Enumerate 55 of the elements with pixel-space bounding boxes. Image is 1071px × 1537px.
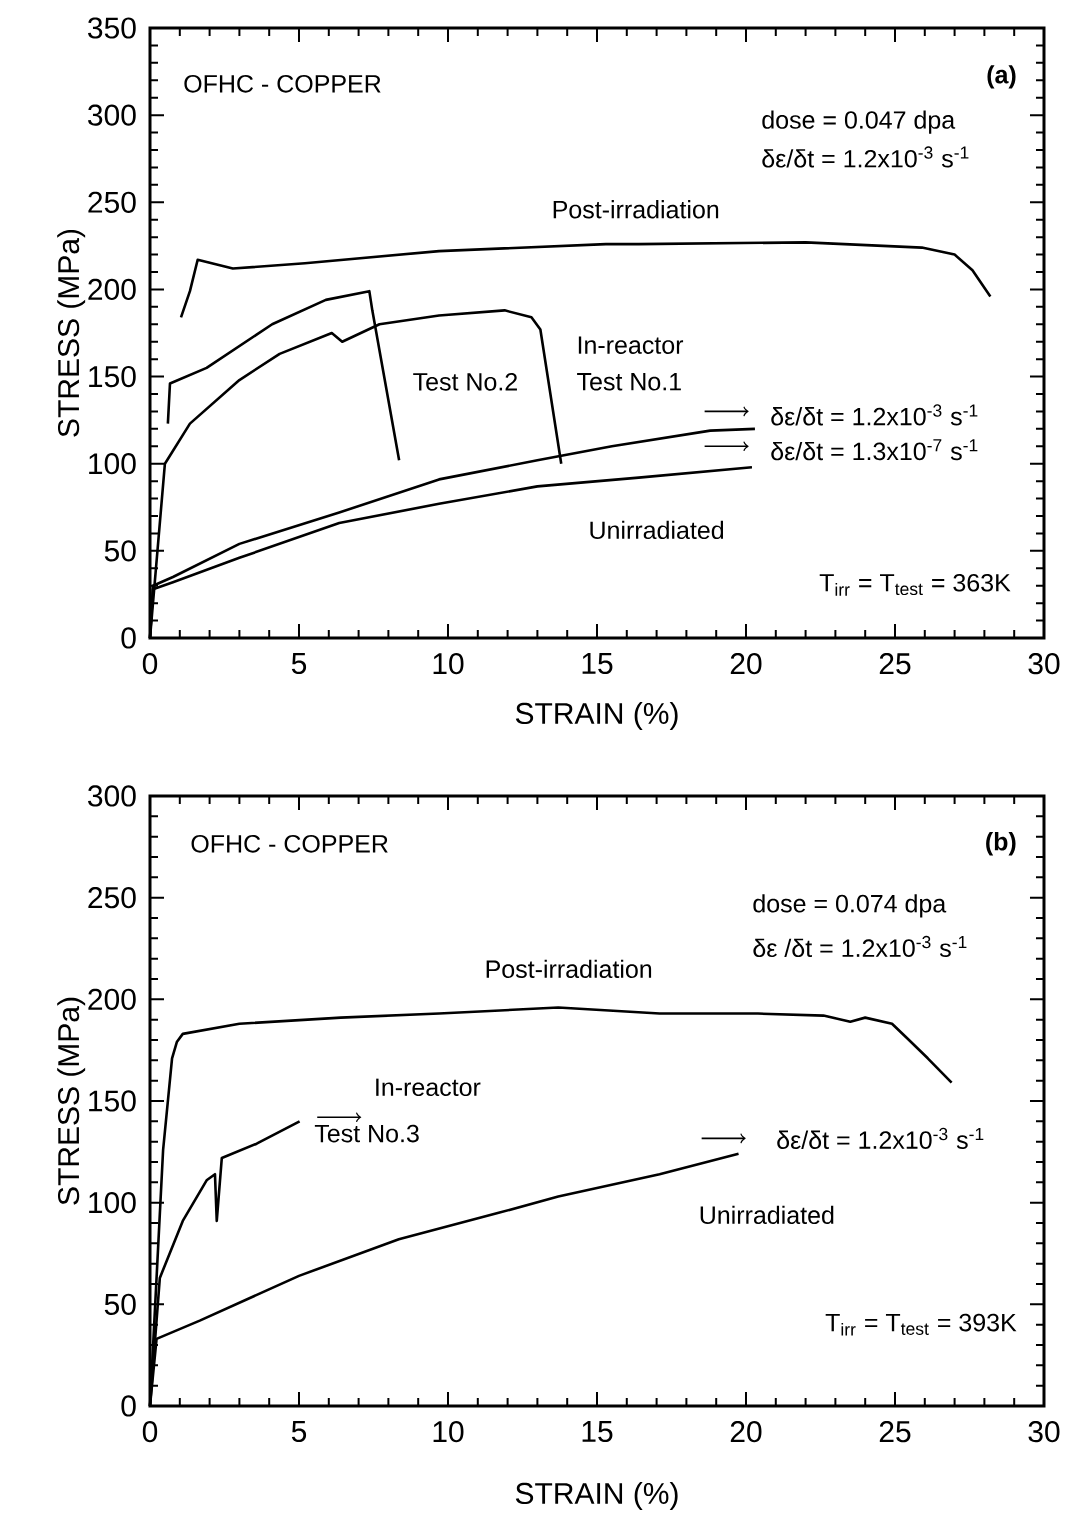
y-tick-label: 200 <box>88 988 136 1010</box>
y-tick-label: 50 <box>104 1293 136 1315</box>
annotation: Test No.1 <box>577 373 681 391</box>
x-tick-label: 25 <box>879 1421 911 1443</box>
x-tick-label: 0 <box>142 653 158 675</box>
x-tick-label: 15 <box>582 1421 613 1442</box>
annotation: Test No.3 <box>314 1124 419 1143</box>
annotation: Post-irradiation <box>553 200 719 219</box>
annotation: In-reactor <box>376 1078 481 1097</box>
y-tick-label: 150 <box>89 1090 136 1112</box>
y-tick-label: 100 <box>89 1192 136 1214</box>
x-axis-title: STRAIN (%) <box>515 702 678 730</box>
y-tick-label: 0 <box>121 627 136 649</box>
x-tick-label: 30 <box>1028 653 1060 675</box>
annotation: δε/δt = 1.2x10$^{-3}$ s$^{-1}$ <box>762 146 969 168</box>
annotation: δε/δt = 1.2x10$^{-3}$ s$^{-1}$ <box>771 404 978 426</box>
x-tick-label: 20 <box>730 1421 762 1443</box>
annotation: OFHC - COPPER <box>191 834 388 853</box>
annotation: δε/δt = 1.3x10$^{-7}$ s$^{-1}$ <box>771 439 978 461</box>
annotation: δε/δt = 1.2x10$^{-3}$ s$^{-1}$ <box>777 1127 984 1149</box>
y-tick-label: 300 <box>88 785 136 807</box>
y-tick-label: 250 <box>88 887 136 909</box>
y-tick-label: 150 <box>89 365 136 388</box>
annotation: In-reactor <box>578 336 684 354</box>
annotation: T$_{irr}$ = T$_{test}$ = 393K <box>825 1313 1017 1336</box>
x-tick-label: 10 <box>433 1421 464 1443</box>
x-tick-label: 5 <box>291 653 307 674</box>
annotation: dose = 0.074 dpa <box>753 894 947 918</box>
x-tick-label: 10 <box>433 653 464 675</box>
x-tick-label: 30 <box>1028 1421 1060 1443</box>
y-tick-label: 50 <box>104 540 136 562</box>
y-axis-title: STRESS (MPa) <box>57 997 86 1205</box>
x-tick-label: 15 <box>582 653 613 674</box>
y-axis-title: STRESS (MPa) <box>57 229 86 437</box>
annotation: (b) <box>986 832 1016 856</box>
x-tick-label: 25 <box>879 653 911 675</box>
x-tick-label: 20 <box>730 653 762 675</box>
y-tick-label: 300 <box>88 104 136 126</box>
y-tick-label: 100 <box>89 453 136 475</box>
annotation: (a) <box>987 65 1016 89</box>
annotation: OFHC - COPPER <box>184 74 381 93</box>
x-tick-label: 0 <box>142 1421 158 1443</box>
annotation: Unirradiated <box>590 520 724 540</box>
annotation: Unirradiated <box>700 1205 834 1225</box>
annotation: dose = 0.047 dpa <box>762 110 956 134</box>
annotation: Post-irradiation <box>486 959 652 979</box>
y-tick-label: 0 <box>121 1395 136 1417</box>
y-tick-label: 250 <box>88 191 136 213</box>
x-axis-title: STRAIN (%) <box>515 1482 678 1510</box>
y-tick-label: 350 <box>88 17 136 39</box>
annotation: δε /δt = 1.2x10$^{-3}$ s$^{-1}$ <box>753 935 967 958</box>
y-tick-label: 200 <box>88 278 136 301</box>
annotation: Test No.2 <box>413 372 517 391</box>
x-tick-label: 5 <box>291 1421 307 1442</box>
annotation: T$_{irr}$ = T$_{test}$ = 363K <box>819 573 1011 596</box>
